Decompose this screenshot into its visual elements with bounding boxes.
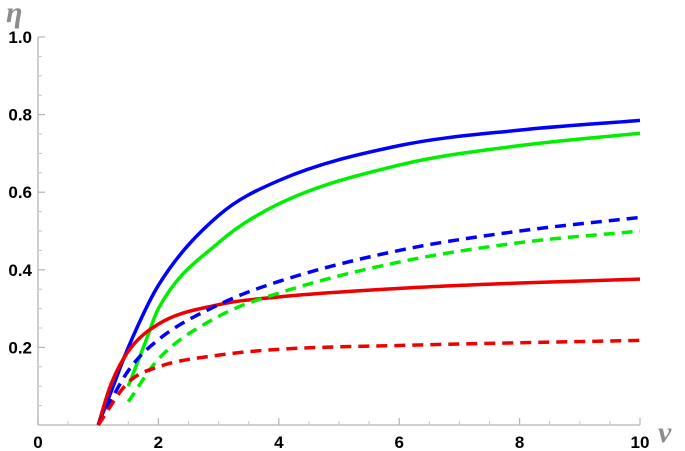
- series-line-2: [126, 131, 641, 387]
- series-line-1: [96, 118, 641, 426]
- series-line-3: [96, 277, 641, 426]
- axes: [37, 37, 640, 426]
- series-layer: [96, 118, 641, 427]
- y-tick-label: 1.0: [8, 28, 32, 47]
- x-tick-label: 4: [274, 433, 284, 451]
- axis-ticks: 0 2 4 6 8 10 0.2 0.4 0.6 0.8 1.0: [8, 28, 649, 451]
- x-tick-label: 10: [631, 433, 650, 451]
- series-line-4: [96, 215, 641, 426]
- y-tick-label: 0.4: [8, 261, 32, 280]
- y-axis-label: η: [6, 0, 22, 29]
- x-axis-label: ν: [658, 416, 672, 449]
- y-tick-label: 0.8: [8, 106, 32, 125]
- y-tick-label: 0.6: [8, 183, 32, 202]
- y-tick-label: 0.2: [8, 338, 32, 357]
- x-tick-label: 2: [154, 433, 163, 451]
- x-tick-label: 0: [33, 433, 42, 451]
- series-line-6: [96, 338, 641, 427]
- x-tick-label: 8: [515, 433, 524, 451]
- x-tick-label: 6: [394, 433, 403, 451]
- series-line-5: [126, 229, 641, 403]
